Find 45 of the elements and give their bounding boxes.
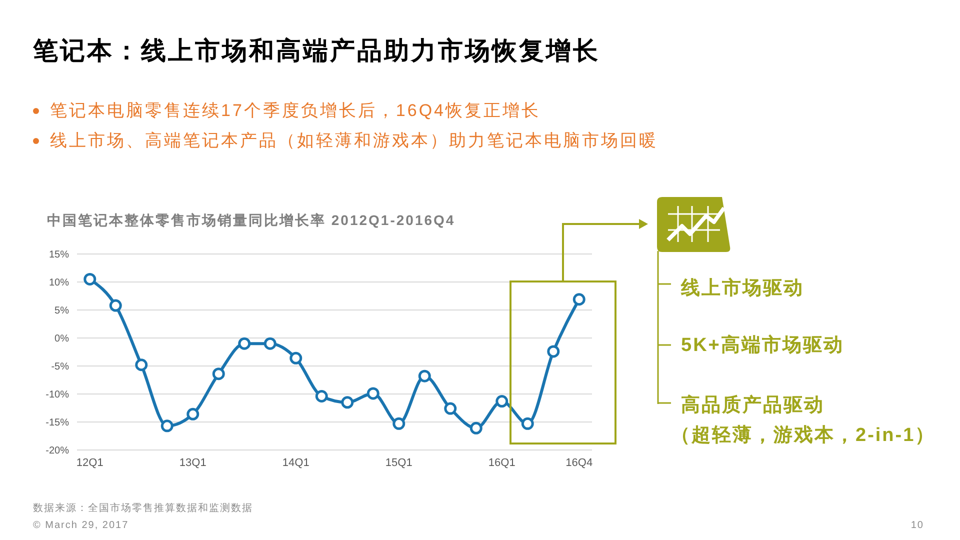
x-tick-label: 16Q1 (488, 456, 516, 469)
text: （超轻薄，游戏本，2-in-1） (671, 424, 936, 448)
point (135, 358, 148, 372)
x-tick-label: 12Q1 (76, 456, 104, 469)
x-tick-label: 14Q1 (282, 456, 310, 469)
source-note: 数据来源：全国市场零售推算数据和监测数据 (33, 503, 253, 515)
point (444, 402, 457, 415)
point (470, 422, 482, 434)
point (572, 293, 586, 306)
y-tick-label: -5% (51, 362, 70, 373)
y-tick-label: -20% (46, 446, 70, 457)
text: 笔记本电脑零售连续17个季度负增长后，16Q4恢复正增长 (50, 101, 540, 121)
point (496, 395, 508, 408)
text: 10 (910, 520, 924, 532)
y-tick-label: 5% (54, 306, 70, 317)
chart-title: 笔记本：线上市场和高端产品助力市场恢复增长 (33, 36, 600, 66)
text: 5K+高端市场驱动 (681, 334, 844, 358)
point (521, 417, 534, 430)
point (264, 337, 276, 350)
text: 高品质产品驱动 (681, 394, 824, 418)
x-tick-label: 15Q1 (385, 456, 412, 469)
x-tick-label: 13Q1 (179, 456, 206, 469)
y-tick-label: 0% (54, 334, 70, 345)
text: © March 29, 2017 (33, 520, 129, 532)
y-tick-label: -10% (46, 390, 70, 401)
point (315, 390, 328, 402)
point (290, 352, 302, 364)
y-tick-label: 15% (48, 250, 70, 261)
point (341, 396, 354, 409)
point (186, 408, 200, 420)
point (84, 272, 96, 286)
y-tick-label: -15% (46, 418, 70, 429)
point (366, 387, 380, 400)
point (392, 417, 406, 430)
point (212, 368, 225, 380)
y-tick-label: 10% (48, 278, 70, 289)
text: 线上市场驱动 (681, 277, 804, 301)
point (238, 337, 251, 350)
text: 线上市场、高端笔记本产品（如轻薄和游戏本）助力笔记本电脑市场回暖 (50, 131, 658, 151)
point (547, 345, 560, 358)
point (160, 420, 174, 432)
x-tick-label: 16Q4 (566, 456, 593, 469)
point (109, 299, 122, 312)
point (418, 370, 431, 382)
chart-subtitle: 中国笔记本整体零售市场销量同比增长率 2012Q1-2016Q4 (47, 211, 456, 229)
